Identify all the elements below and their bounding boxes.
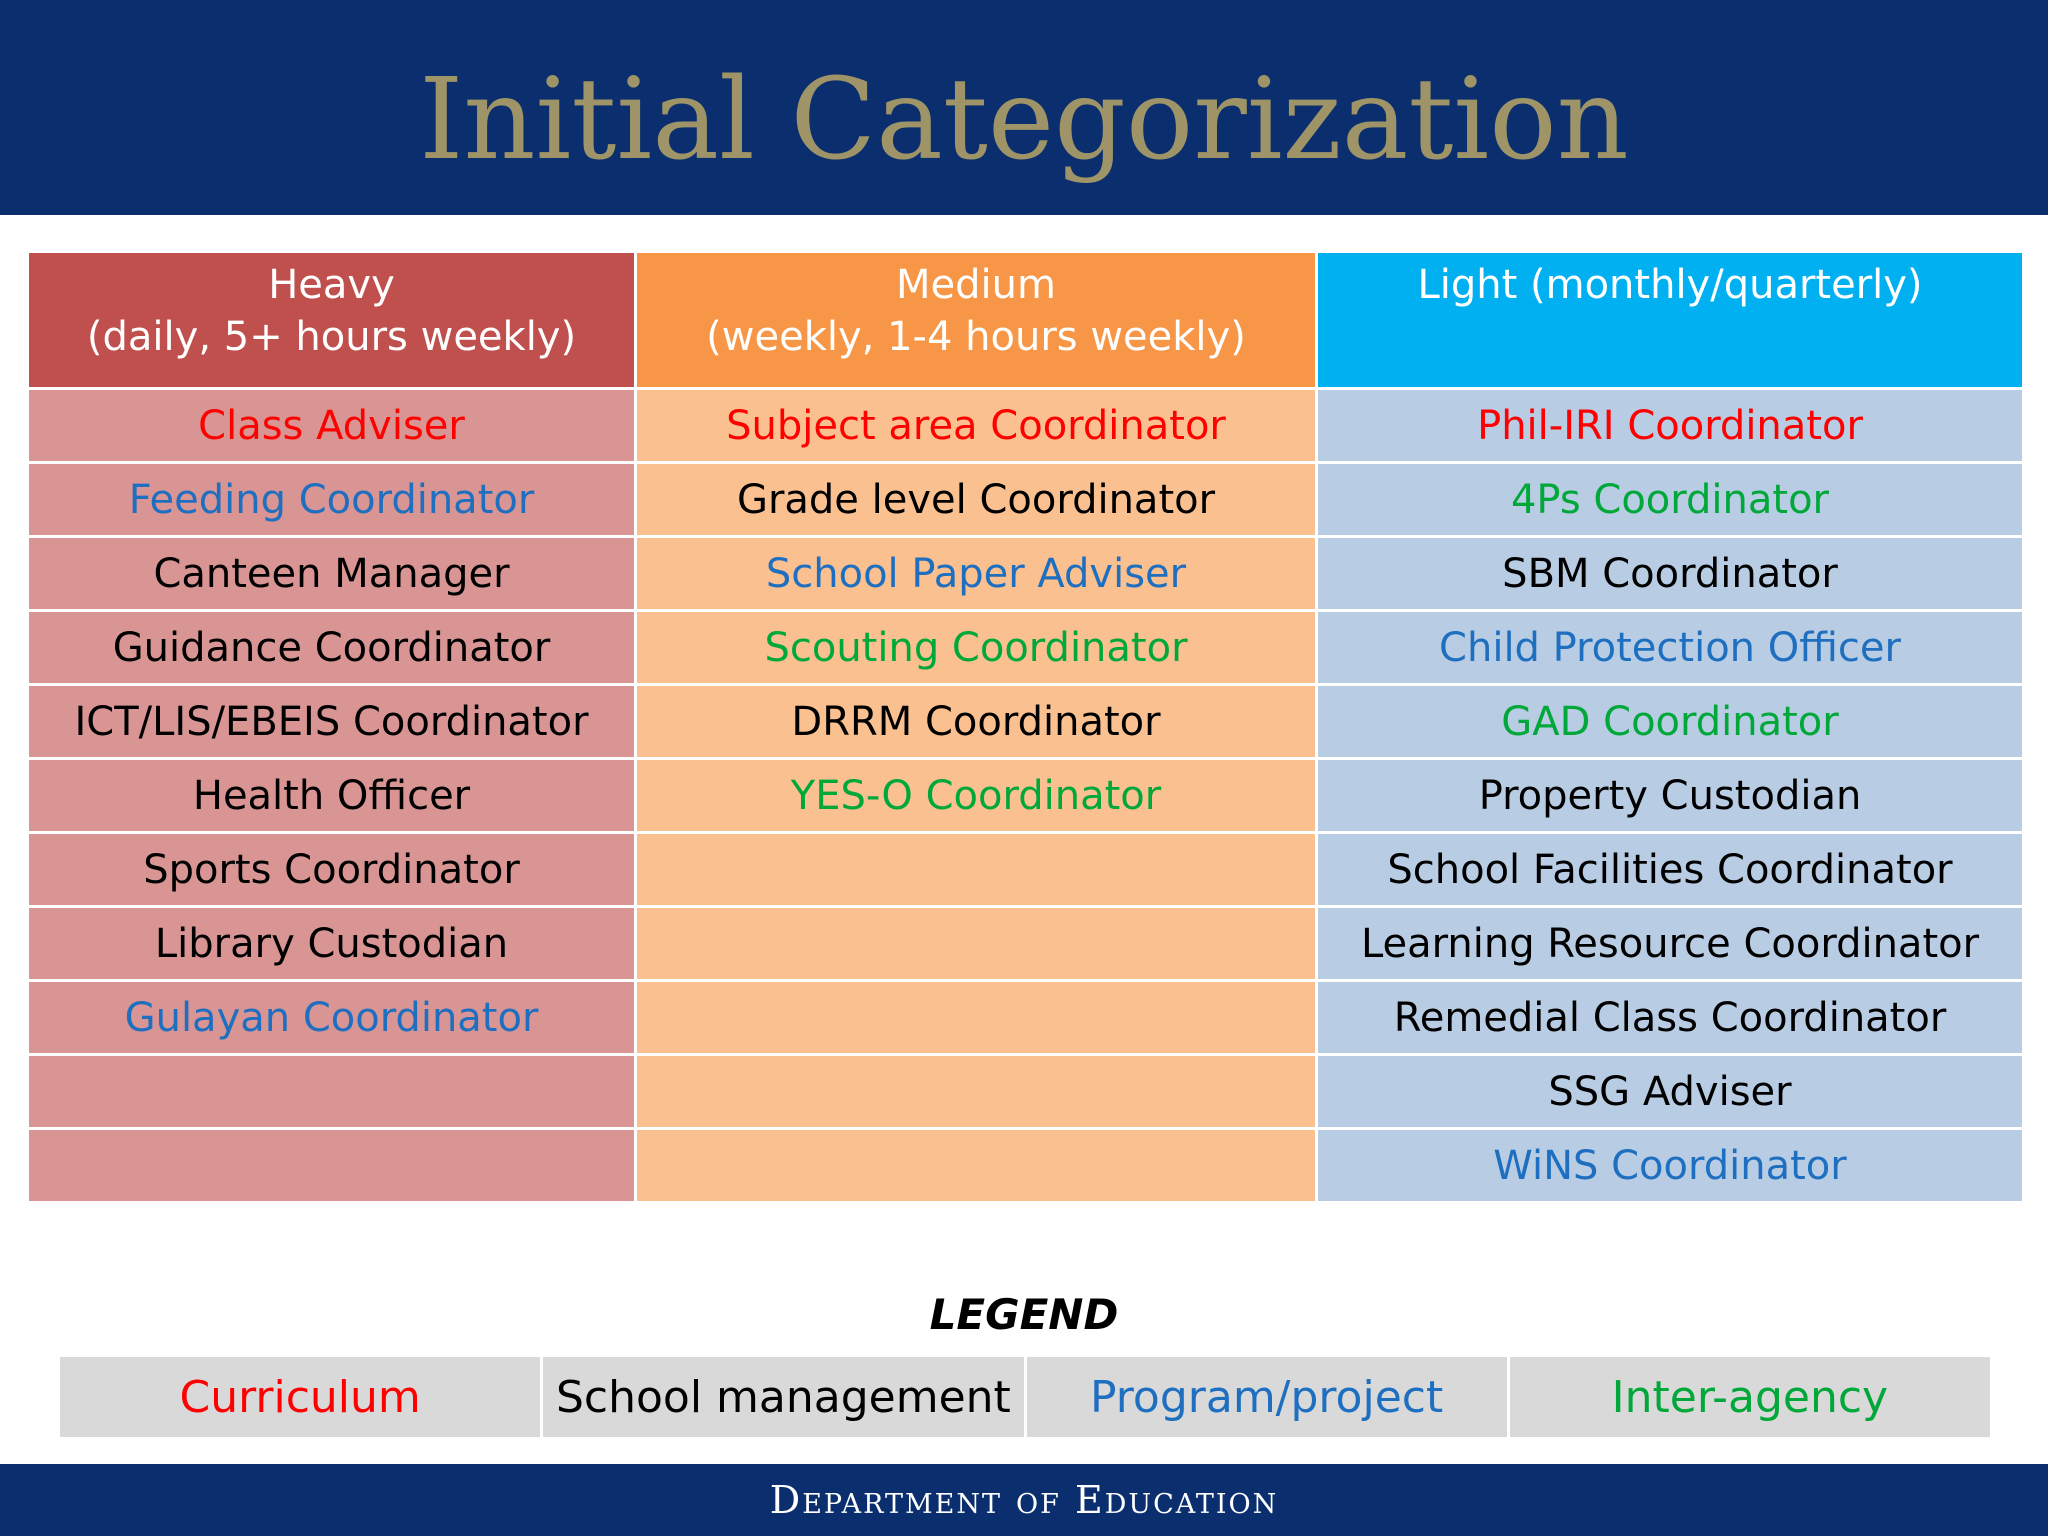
cell-heavy: Health Officer (26, 757, 637, 834)
legend-row: Curriculum School management Program/proje… (56, 1354, 1994, 1440)
cell-light: GAD Coordinator (1315, 683, 2025, 760)
legend-item-school-management: School management (540, 1354, 1027, 1440)
column-header-sublabel: (weekly, 1-4 hours weekly) (706, 314, 1246, 360)
cell-medium: Scouting Coordinator (634, 609, 1318, 686)
cell-medium (634, 979, 1318, 1056)
cell-light: WiNS Coordinator (1315, 1127, 2025, 1204)
header-row: Heavy (daily, 5+ hours weekly) Medium (w… (26, 250, 2025, 390)
cell-light: Child Protection Officer (1315, 609, 2025, 686)
cell-medium: DRRM Coordinator (634, 683, 1318, 760)
cell-light: SSG Adviser (1315, 1053, 2025, 1130)
table-row: Library Custodian Learning Resource Coord… (26, 905, 2025, 982)
table-row: Sports Coordinator School Facilities Coor… (26, 831, 2025, 908)
table-row: Gulayan Coordinator Remedial Class Coordi… (26, 979, 2025, 1056)
cell-light: School Facilities Coordinator (1315, 831, 2025, 908)
legend-table: Curriculum School management Program/proje… (56, 1354, 1994, 1440)
cell-medium: YES-O Coordinator (634, 757, 1318, 834)
cell-light: SBM Coordinator (1315, 535, 2025, 612)
cell-light: Phil-IRI Coordinator (1315, 387, 2025, 464)
table-row: Canteen Manager School Paper Adviser SBM C… (26, 535, 2025, 612)
legend-item-program-project: Program/project (1023, 1354, 1510, 1440)
cell-heavy: Guidance Coordinator (26, 609, 637, 686)
cell-medium (634, 905, 1318, 982)
cell-medium (634, 1053, 1318, 1130)
column-header-heavy: Heavy (daily, 5+ hours weekly) (26, 250, 637, 390)
legend-title: LEGEND (929, 1290, 1119, 1339)
cell-medium (634, 1127, 1318, 1204)
page-title: Initial Categorization (419, 55, 1629, 185)
cell-light: Property Custodian (1315, 757, 2025, 834)
column-header-label: Medium (896, 262, 1056, 308)
cell-heavy: Gulayan Coordinator (26, 979, 637, 1056)
header-bar: Initial Categorization (0, 0, 2048, 215)
footer-bar: Department of Education (0, 1464, 2048, 1536)
cell-light: Remedial Class Coordinator (1315, 979, 2025, 1056)
cell-heavy (26, 1053, 637, 1130)
cell-heavy: Feeding Coordinator (26, 461, 637, 538)
cell-heavy: Canteen Manager (26, 535, 637, 612)
column-header-label: Light (monthly/quarterly) (1417, 262, 1923, 308)
cell-heavy: ICT/LIS/EBEIS Coordinator (26, 683, 637, 760)
cell-medium (634, 831, 1318, 908)
categorization-table: Heavy (daily, 5+ hours weekly) Medium (w… (26, 250, 2025, 1204)
table-row: WiNS Coordinator (26, 1127, 2025, 1204)
column-header-sublabel: (daily, 5+ hours weekly) (86, 314, 577, 360)
cell-heavy: Library Custodian (26, 905, 637, 982)
legend-item-inter-agency: Inter-agency (1506, 1354, 1994, 1440)
cell-medium: Grade level Coordinator (634, 461, 1318, 538)
table-row: Class Adviser Subject area Coordinator Phi… (26, 387, 2025, 464)
column-header-light: Light (monthly/quarterly) (1315, 250, 2025, 390)
table-body: Class Adviser Subject area Coordinator Phi… (26, 387, 2025, 1204)
column-header-label: Heavy (268, 262, 395, 308)
cell-heavy (26, 1127, 637, 1204)
cell-heavy: Class Adviser (26, 387, 637, 464)
table-row: ICT/LIS/EBEIS Coordinator DRRM Coordinato… (26, 683, 2025, 760)
legend-item-curriculum: Curriculum (56, 1354, 544, 1440)
cell-medium: Subject area Coordinator (634, 387, 1318, 464)
column-header-medium: Medium (weekly, 1-4 hours weekly) (634, 250, 1318, 390)
cell-medium: School Paper Adviser (634, 535, 1318, 612)
footer-text: Department of Education (769, 1478, 1279, 1522)
table-row: SSG Adviser (26, 1053, 2025, 1130)
cell-light: Learning Resource Coordinator (1315, 905, 2025, 982)
cell-light: 4Ps Coordinator (1315, 461, 2025, 538)
table-row: Health Officer YES-O Coordinator Property … (26, 757, 2025, 834)
table-row: Guidance Coordinator Scouting Coordinator… (26, 609, 2025, 686)
table-row: Feeding Coordinator Grade level Coordinat… (26, 461, 2025, 538)
cell-heavy: Sports Coordinator (26, 831, 637, 908)
